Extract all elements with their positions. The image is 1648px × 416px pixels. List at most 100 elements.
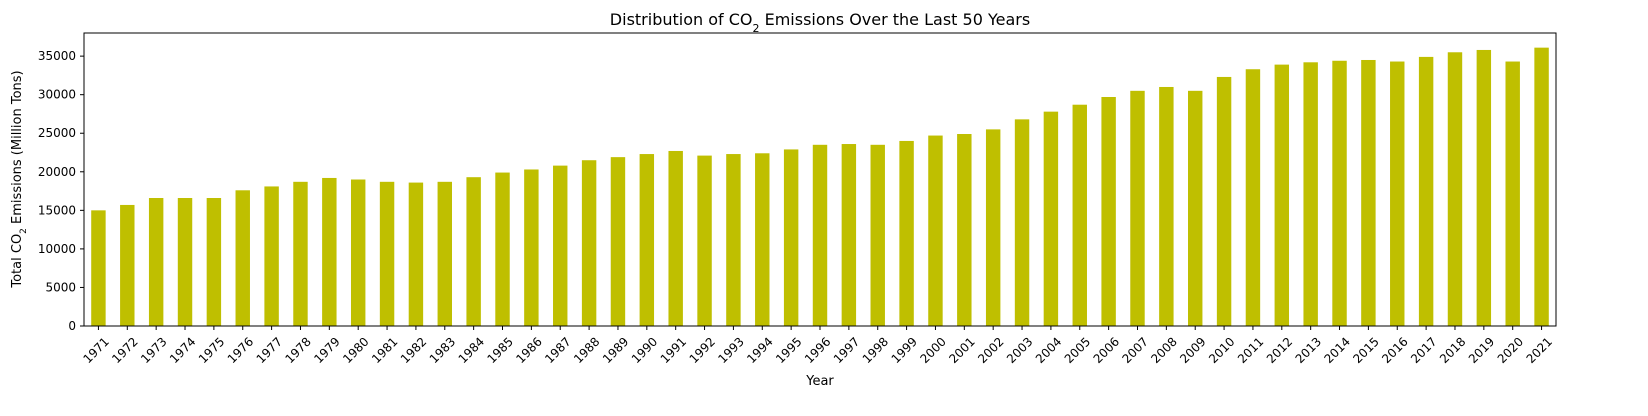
x-tick-label: 2013 xyxy=(1293,335,1324,366)
bar-2015 xyxy=(1361,59,1376,326)
chart-title-rest: Emissions Over the Last 50 Years xyxy=(760,10,1031,29)
bar-1989 xyxy=(610,157,626,326)
x-tick-label: 2001 xyxy=(946,335,977,366)
x-tick-label: 1980 xyxy=(340,335,371,366)
bar-2019 xyxy=(1476,49,1492,326)
bar-1997 xyxy=(841,144,857,326)
bar-1994 xyxy=(755,153,770,326)
x-tick-label: 1977 xyxy=(254,335,285,366)
x-tick-label: 1986 xyxy=(513,335,544,366)
bar-1972 xyxy=(120,204,135,326)
x-tick-label: 2017 xyxy=(1408,335,1439,366)
y-tick-label: 0 xyxy=(68,319,76,333)
x-tick-label: 1971 xyxy=(80,335,111,366)
bar-1990 xyxy=(639,154,655,326)
bar-1993 xyxy=(726,154,741,326)
bar-1974 xyxy=(177,198,193,326)
x-tick-label: 1995 xyxy=(773,335,804,366)
x-tick-label: 2003 xyxy=(1004,335,1035,366)
x-tick-label: 2018 xyxy=(1437,335,1468,366)
x-tick-label: 2009 xyxy=(1177,335,1208,366)
x-tick-label: 1991 xyxy=(658,335,689,366)
x-tick-label: 1976 xyxy=(225,335,256,366)
bar-1996 xyxy=(812,144,828,326)
x-axis-label: Year xyxy=(805,374,834,389)
x-tick-label: 2006 xyxy=(1091,335,1122,366)
bar-2004 xyxy=(1043,111,1059,326)
x-tick-label: 2005 xyxy=(1062,335,1093,366)
bar-1985 xyxy=(495,172,510,326)
bar-1973 xyxy=(148,198,164,326)
bar-1980 xyxy=(350,179,366,326)
bar-2006 xyxy=(1101,96,1116,326)
x-tick-label: 1993 xyxy=(715,335,746,366)
x-tick-label: 2002 xyxy=(975,335,1006,366)
bar-1991 xyxy=(668,150,683,326)
bar-2002 xyxy=(985,129,1001,326)
x-tick-label: 1979 xyxy=(311,335,342,366)
plot-area-frame xyxy=(83,32,1557,327)
bar-1971 xyxy=(91,210,106,326)
bar-1999 xyxy=(899,140,914,326)
y-axis-label: Total CO2 Emissions (Million Tons) xyxy=(10,70,29,288)
x-tick-label: 2016 xyxy=(1379,335,1410,366)
x-tick-label: 1985 xyxy=(484,335,515,366)
bar-2017 xyxy=(1418,56,1434,327)
bar-1981 xyxy=(379,181,395,326)
x-tick-label: 1998 xyxy=(860,335,891,366)
y-axis-label-subscript: 2 xyxy=(19,228,29,234)
x-tick-label: 1996 xyxy=(802,335,833,366)
bar-1998 xyxy=(870,144,885,326)
y-tick-label: 10000 xyxy=(38,242,76,256)
x-tick-label: 2000 xyxy=(917,335,948,366)
bar-2013 xyxy=(1303,62,1318,327)
x-tick-label: 1974 xyxy=(167,335,198,366)
y-tick-label: 30000 xyxy=(38,88,76,102)
bar-2001 xyxy=(957,134,972,326)
x-tick-label: 2014 xyxy=(1322,335,1353,366)
y-axis-ticks: 0 5000 10000 15000 20000 25000 30000 35000 xyxy=(38,49,84,333)
y-axis-label-rest: Emissions (Million Tons) xyxy=(10,70,25,228)
x-tick-label: 2011 xyxy=(1235,335,1266,366)
bar-1984 xyxy=(466,177,481,326)
x-tick-label: 1975 xyxy=(196,335,227,366)
x-tick-label: 2007 xyxy=(1119,335,1150,366)
x-tick-label: 1983 xyxy=(427,335,458,366)
x-tick-label: 1992 xyxy=(687,335,718,366)
x-tick-label: 2004 xyxy=(1033,335,1064,366)
chart-title-subscript: 2 xyxy=(753,22,760,35)
x-tick-label: 1982 xyxy=(398,335,429,366)
x-tick-label: 2010 xyxy=(1206,335,1237,366)
x-tick-label: 2008 xyxy=(1148,335,1179,366)
bar-1983 xyxy=(437,181,452,326)
bar-2008 xyxy=(1159,86,1174,326)
y-tick-label: 15000 xyxy=(38,203,76,217)
bar-2014 xyxy=(1332,60,1347,326)
x-tick-label: 1978 xyxy=(282,335,313,366)
x-tick-label: 1984 xyxy=(456,335,487,366)
bar-2007 xyxy=(1130,90,1145,326)
x-tick-label: 1990 xyxy=(629,335,660,366)
x-tick-label: 2019 xyxy=(1466,335,1497,366)
bar-1976 xyxy=(235,190,250,326)
chart-title-main: Distribution of CO xyxy=(610,10,753,29)
bar-1975 xyxy=(206,198,222,326)
x-tick-label: 1988 xyxy=(571,335,602,366)
x-axis-ticks: 1971197219731974197519761977197819791980… xyxy=(80,326,1555,366)
x-tick-label: 1989 xyxy=(600,335,631,366)
x-tick-label: 2015 xyxy=(1350,335,1381,366)
x-tick-label: 1997 xyxy=(831,335,862,366)
chart-title: Distribution of CO2 Emissions Over the L… xyxy=(610,10,1030,35)
bar-2012 xyxy=(1274,64,1290,326)
bar-2011 xyxy=(1245,69,1261,326)
bar-2005 xyxy=(1072,104,1087,327)
y-tick-label: 5000 xyxy=(45,280,76,294)
x-tick-label: 2021 xyxy=(1524,335,1555,366)
svg-text:Distribution of CO2 Emissions: Distribution of CO2 Emissions Over the L… xyxy=(610,10,1030,35)
bar-1979 xyxy=(322,177,337,326)
x-tick-label: 2012 xyxy=(1264,335,1295,366)
x-tick-label: 1994 xyxy=(744,335,775,366)
bar-1987 xyxy=(553,165,568,326)
bar-2018 xyxy=(1447,52,1463,327)
